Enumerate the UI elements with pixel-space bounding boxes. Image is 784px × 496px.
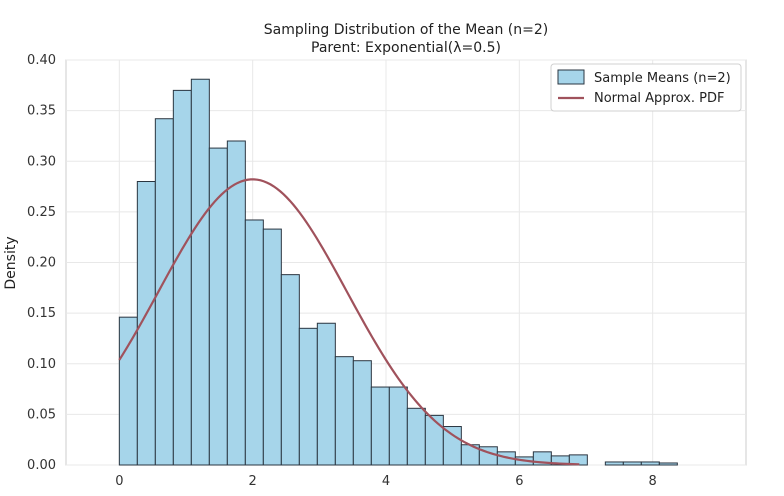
x-tick-labels: 0 2 4 6 8 (115, 474, 657, 489)
histogram-bar (334, 356, 354, 466)
y-tick-label: 0.00 (27, 458, 56, 473)
histogram-bar (118, 316, 138, 466)
histogram-bar (298, 327, 318, 466)
histogram-bars (118, 78, 678, 466)
x-tick-label: 2 (249, 474, 257, 489)
y-tick-label: 0.15 (27, 306, 56, 321)
x-tick-label: 0 (115, 474, 123, 489)
y-tick-label: 0.20 (27, 256, 56, 271)
histogram-bar (442, 426, 462, 466)
histogram-bar (172, 89, 192, 466)
histogram-bar (604, 461, 624, 466)
histogram-bar (352, 360, 372, 466)
histogram-bar (190, 78, 210, 466)
y-tick-label: 0.30 (27, 154, 56, 169)
histogram-bar (640, 461, 660, 466)
histogram-bar (658, 462, 678, 466)
histogram-bar (262, 228, 282, 466)
histogram-bar (280, 274, 300, 466)
histogram-bar (244, 219, 264, 466)
histogram-bar (406, 407, 426, 466)
y-tick-labels: 0.00 0.05 0.10 0.15 0.20 0.25 0.30 0.35 0.40 (27, 53, 56, 473)
y-tick-label: 0.40 (27, 53, 56, 68)
chart-subtitle: Parent: Exponential(λ=0.5) (311, 40, 501, 56)
y-tick-label: 0.35 (27, 104, 56, 119)
y-axis-label: Density (3, 236, 19, 289)
histogram-bar (226, 140, 246, 466)
histogram-bar (388, 386, 408, 466)
histogram-bar (208, 147, 228, 466)
x-tick-label: 4 (382, 474, 390, 489)
legend-swatch-hist (557, 69, 585, 85)
legend-label-line: Normal Approx. PDF (594, 91, 724, 106)
histogram-bar (622, 461, 642, 466)
histogram-bar (316, 322, 336, 466)
normal-pdf-line (118, 178, 580, 466)
legend: Sample Means (n=2) Normal Approx. PDF (550, 63, 742, 112)
chart-title: Sampling Distribution of the Mean (n=2) (264, 22, 549, 38)
legend-label-hist: Sample Means (n=2) (594, 71, 731, 86)
y-tick-label: 0.05 (27, 407, 56, 422)
histogram-bar (424, 414, 444, 466)
x-tick-label: 6 (515, 474, 523, 489)
y-tick-label: 0.25 (27, 205, 56, 220)
y-tick-label: 0.10 (27, 357, 56, 372)
histogram-bar (370, 386, 390, 466)
x-tick-label: 8 (649, 474, 657, 489)
legend-box (550, 63, 742, 112)
